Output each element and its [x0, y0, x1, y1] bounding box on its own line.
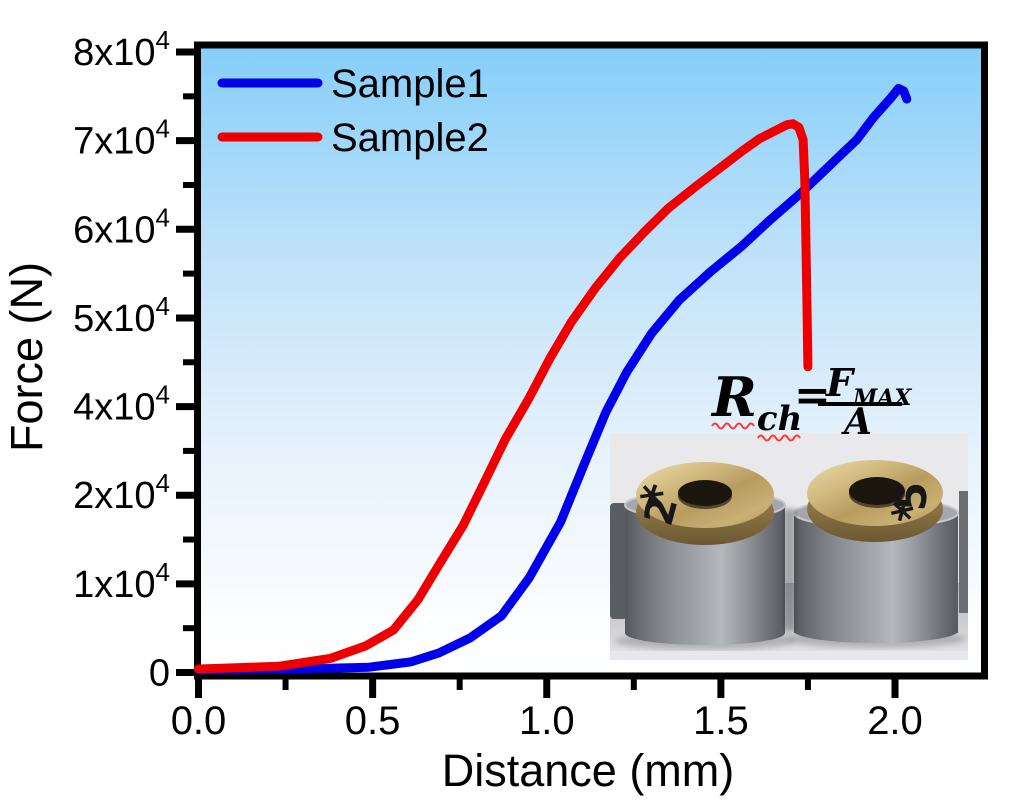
x-tick-label: 1.5 [693, 699, 749, 743]
sample2-curve [194, 119, 813, 674]
legend: Sample1 Sample2 [217, 62, 489, 160]
y-axis-title: Force (N) [1, 262, 52, 452]
equation-numerator: FMAX [825, 360, 912, 411]
gap-shadow [783, 509, 796, 631]
axis-ticks [176, 48, 899, 698]
y-tick-label: 8x104 [73, 25, 170, 74]
marker-digit-right: 5 [887, 481, 937, 512]
y-tick-label: 0 [149, 653, 170, 695]
equation-lhs: Rch [710, 365, 802, 439]
floor-reflection [610, 651, 968, 660]
y-axis-tick-labels: 0 1x104 2x104 4x104 5x104 6x104 7x104 8x… [73, 25, 170, 695]
x-tick-label: 0.5 [345, 699, 401, 743]
y-tick-label: 4x104 [73, 380, 170, 429]
y-tick-label: 6x104 [73, 202, 170, 251]
y-tick-label: 5x104 [73, 291, 170, 340]
x-tick-label: 0.0 [171, 699, 227, 743]
x-tick-label: 1.0 [519, 699, 575, 743]
y-tick-label: 2x104 [73, 468, 170, 517]
sample1-curve [194, 83, 912, 675]
partial-cylinder-right [959, 491, 968, 613]
brass-ring-right: 5 * [807, 460, 943, 546]
equation-denominator: A [841, 401, 872, 443]
x-axis-title: Distance (mm) [442, 745, 735, 796]
spellcheck-squiggle [711, 422, 755, 430]
brass-ring-left: 2 * [629, 462, 774, 545]
specimen-photo: 2 * 5 * [610, 433, 968, 660]
legend-label-sample2: Sample2 [331, 116, 489, 160]
equation: Rch = FMAX A [710, 360, 912, 443]
partial-cylinder-left [610, 503, 627, 619]
spellcheck-squiggle [757, 434, 801, 442]
x-tick-label: 2.0 [867, 699, 923, 743]
y-tick-label: 1x104 [73, 557, 170, 606]
y-tick-label: 7x104 [73, 114, 170, 163]
legend-label-sample1: Sample1 [331, 62, 489, 106]
equation-equals: = [794, 370, 831, 421]
x-axis-tick-labels: 0.0 0.5 1.0 1.5 2.0 [171, 699, 923, 743]
